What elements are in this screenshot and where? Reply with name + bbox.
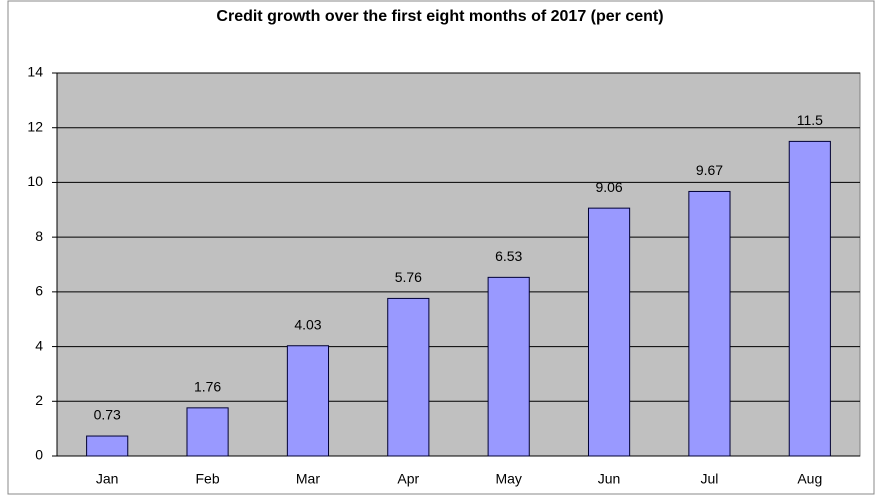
- x-tick-label: Apr: [397, 471, 419, 487]
- chart-title: Credit growth over the first eight month…: [216, 8, 663, 25]
- bar: [186, 407, 229, 457]
- y-tick-label: 10: [27, 173, 43, 189]
- bar: [487, 276, 530, 457]
- value-label: 11.5: [797, 112, 823, 128]
- x-tick-label: Mar: [296, 471, 320, 487]
- x-tick-label: May: [495, 471, 521, 487]
- y-tick-label: 2: [35, 392, 43, 408]
- value-label: 9.67: [696, 162, 723, 178]
- value-label: 1.76: [194, 379, 221, 395]
- value-label: 0.73: [94, 407, 121, 423]
- value-label: 4.03: [294, 316, 321, 332]
- y-tick-label: 8: [35, 228, 43, 244]
- bar: [387, 297, 430, 457]
- x-tick-label: Aug: [797, 471, 822, 487]
- value-label: 9.06: [595, 179, 622, 195]
- y-tick-label: 14: [27, 64, 43, 80]
- value-label: 6.53: [495, 248, 522, 264]
- y-tick-label: 6: [35, 283, 43, 299]
- y-tick-label: 12: [27, 118, 43, 134]
- x-tick-label: Jun: [598, 471, 621, 487]
- plot-area: [56, 72, 861, 457]
- bar: [788, 140, 831, 457]
- bar: [86, 435, 129, 457]
- bar: [688, 190, 731, 457]
- y-tick-label: 4: [35, 337, 43, 353]
- x-tick-label: Jul: [700, 471, 718, 487]
- x-tick-label: Jan: [96, 471, 119, 487]
- x-tick-label: Feb: [196, 471, 220, 487]
- bar: [286, 345, 330, 457]
- bar: [587, 207, 631, 457]
- value-label: 5.76: [395, 269, 422, 285]
- y-tick-label: 0: [35, 447, 43, 463]
